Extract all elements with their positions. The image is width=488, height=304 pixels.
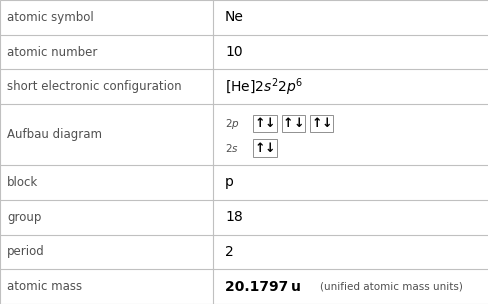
- Text: 18: 18: [224, 210, 242, 224]
- Text: 20.1797 u: 20.1797 u: [224, 280, 300, 294]
- Bar: [253, 140, 276, 157]
- Text: ↓: ↓: [321, 117, 331, 130]
- Text: $2p$: $2p$: [224, 117, 239, 131]
- Bar: [281, 115, 305, 132]
- Text: Aufbau diagram: Aufbau diagram: [7, 128, 102, 141]
- Text: period: period: [7, 245, 45, 258]
- Text: ↑: ↑: [283, 117, 293, 130]
- Text: group: group: [7, 211, 41, 224]
- Text: atomic mass: atomic mass: [7, 280, 82, 293]
- Text: $2s$: $2s$: [224, 142, 238, 154]
- Text: atomic symbol: atomic symbol: [7, 11, 94, 24]
- Text: 2: 2: [224, 245, 233, 259]
- Bar: [253, 115, 276, 132]
- Text: ↓: ↓: [264, 117, 275, 130]
- Text: ↑: ↑: [254, 141, 264, 154]
- Text: ↓: ↓: [293, 117, 303, 130]
- Text: p: p: [224, 175, 233, 189]
- Text: atomic number: atomic number: [7, 46, 98, 59]
- Text: Ne: Ne: [224, 10, 244, 24]
- Text: $\mathregular{[He]2}s^{\mathregular{2}}\mathregular{2}p^{\mathregular{6}}$: $\mathregular{[He]2}s^{\mathregular{2}}\…: [224, 76, 303, 98]
- Text: block: block: [7, 176, 39, 189]
- Text: ↑: ↑: [254, 117, 264, 130]
- Text: ↑: ↑: [311, 117, 321, 130]
- Text: (unified atomic mass units): (unified atomic mass units): [320, 282, 462, 292]
- Text: ↓: ↓: [264, 141, 275, 154]
- Text: 10: 10: [224, 45, 242, 59]
- Text: short electronic configuration: short electronic configuration: [7, 80, 182, 93]
- Bar: [309, 115, 333, 132]
